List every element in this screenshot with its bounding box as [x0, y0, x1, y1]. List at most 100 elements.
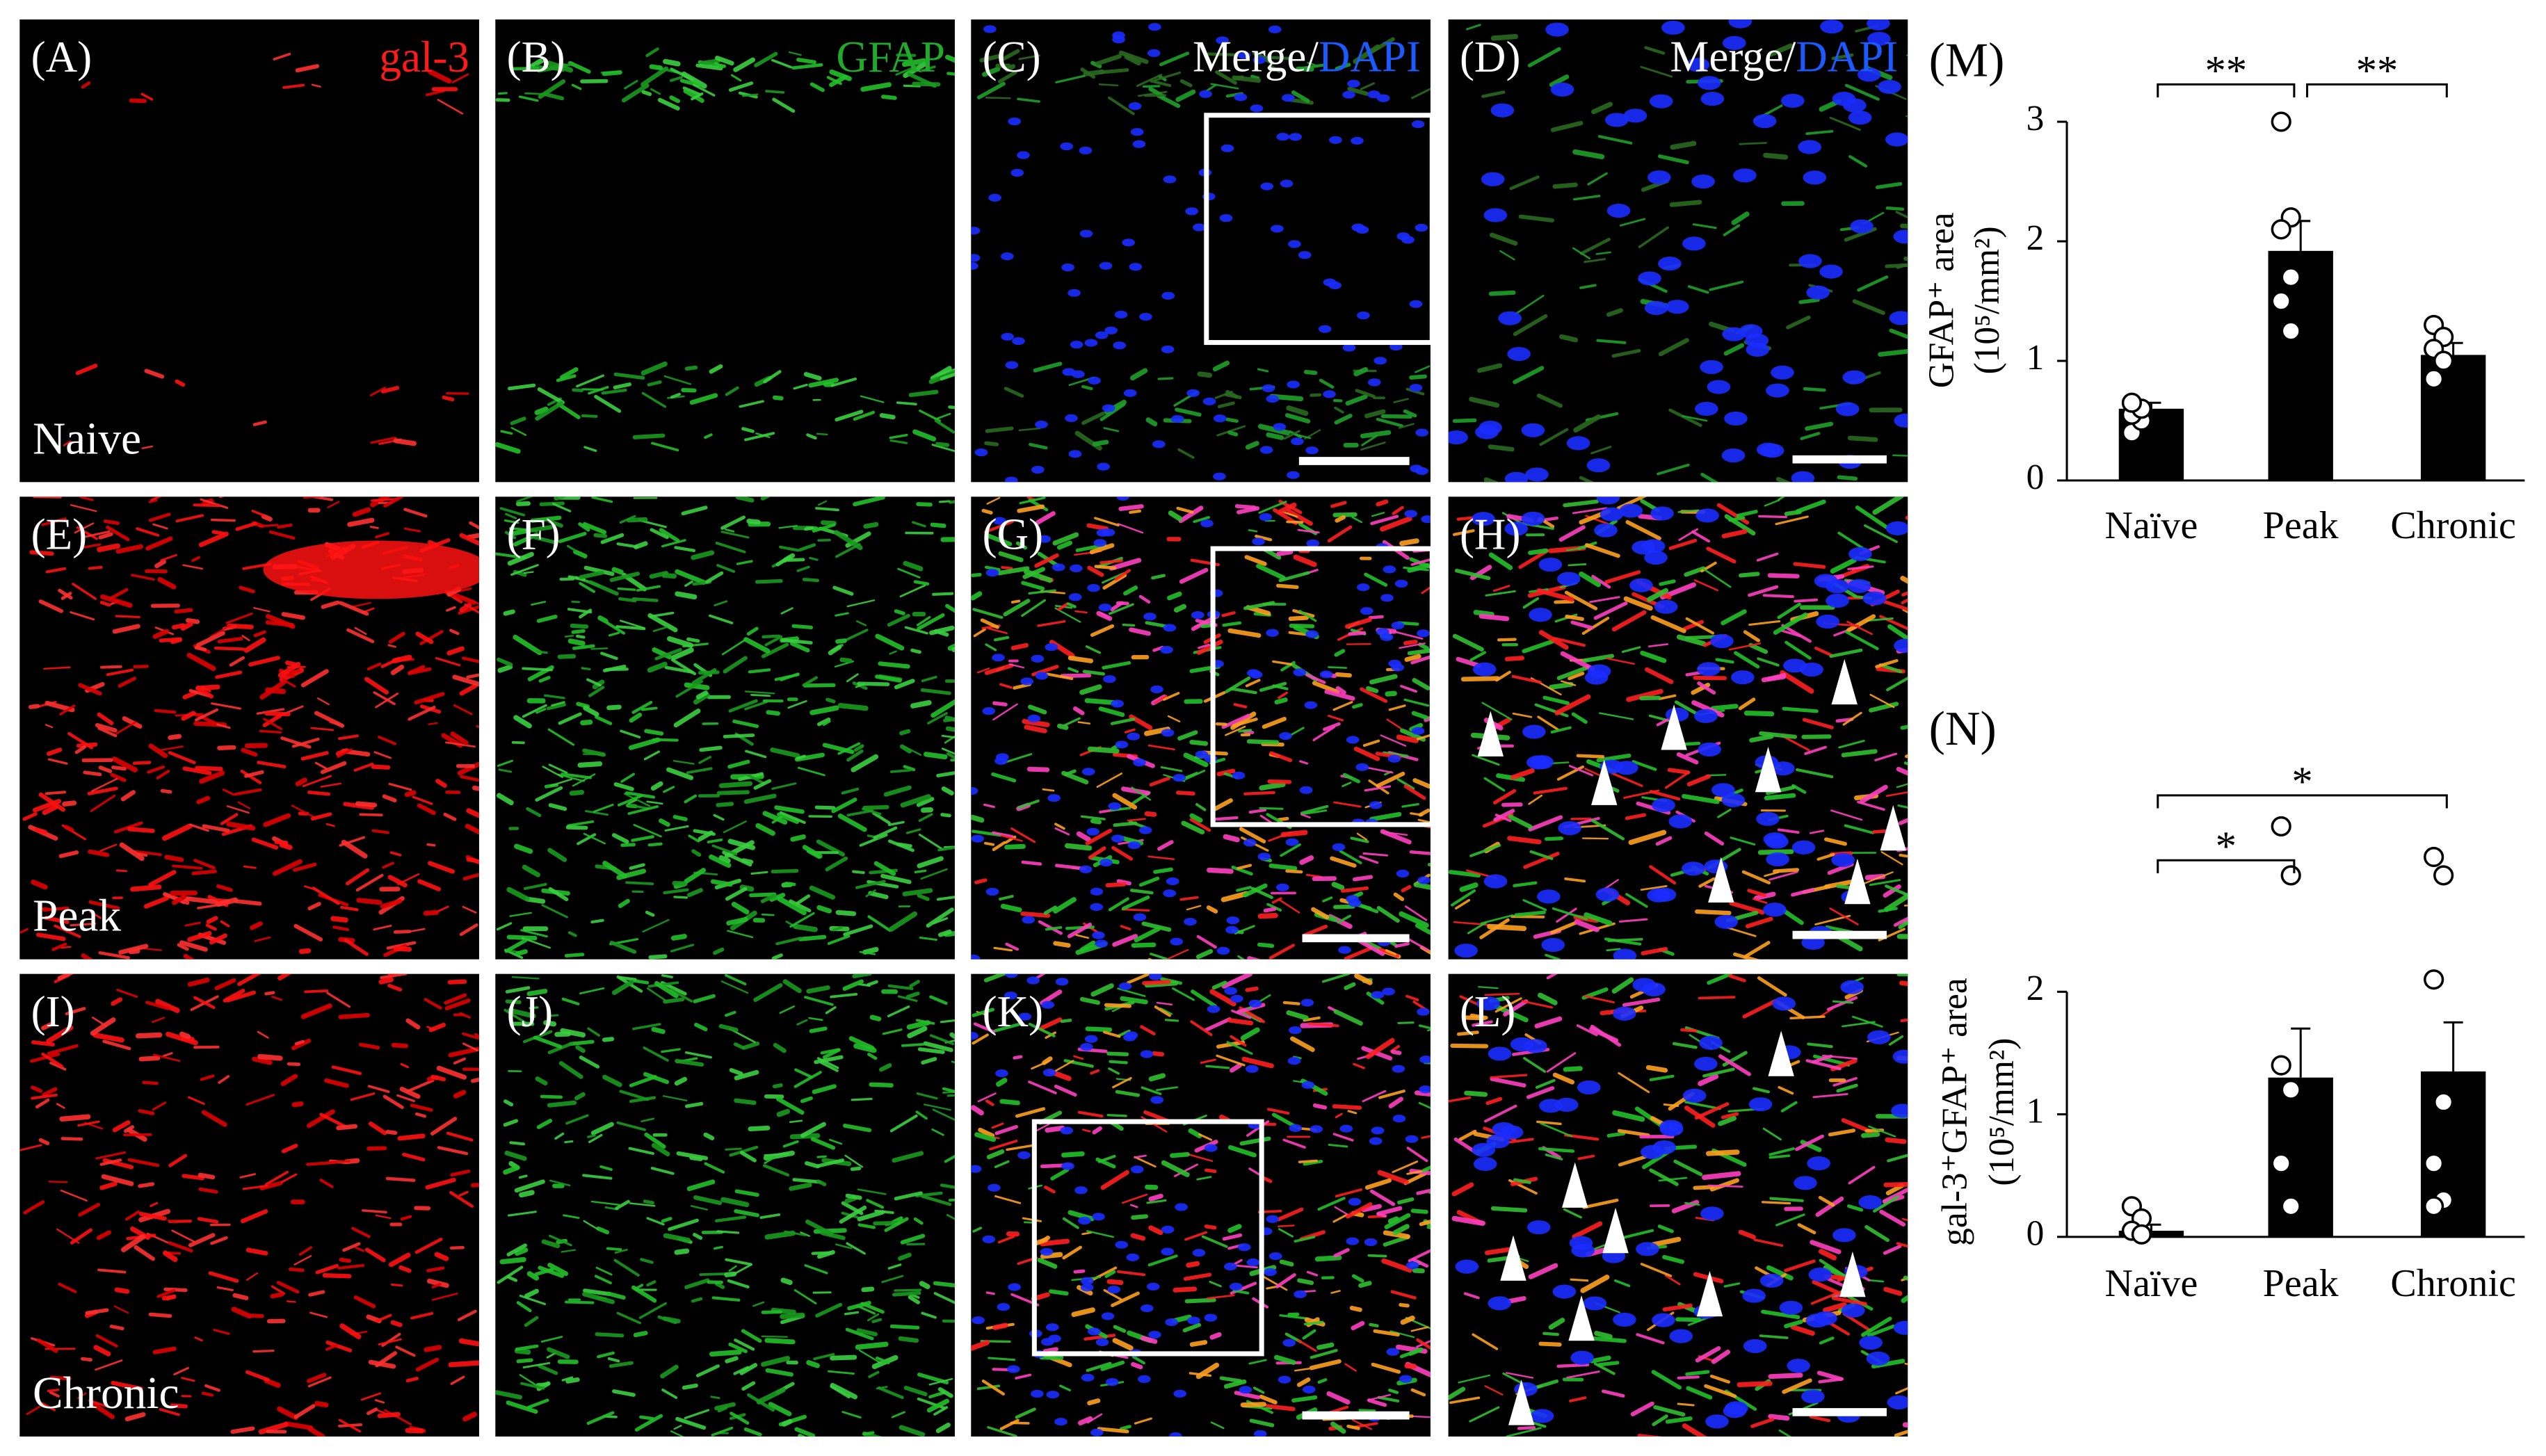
arrowhead	[1768, 1030, 1794, 1076]
fiber	[725, 386, 739, 396]
fiber	[1669, 200, 1702, 207]
fiber	[187, 978, 210, 987]
fiber	[540, 1336, 563, 1343]
fiber	[157, 576, 177, 590]
fiber	[944, 715, 955, 722]
fiber	[1054, 823, 1065, 830]
fiber	[1045, 1125, 1065, 1133]
nucleus	[1161, 1225, 1175, 1233]
fiber	[171, 1229, 195, 1243]
fiber	[944, 1154, 955, 1163]
fiber	[867, 915, 892, 932]
nucleus	[1081, 1373, 1095, 1382]
fiber	[1611, 772, 1643, 787]
arrowhead	[1755, 746, 1782, 793]
fiber	[675, 1058, 704, 1067]
nucleus	[1146, 1282, 1160, 1291]
nucleus	[1380, 594, 1394, 602]
fiber	[1358, 1281, 1372, 1288]
fiber	[159, 637, 182, 643]
fiber	[1805, 129, 1834, 136]
fiber	[500, 430, 513, 435]
fiber	[590, 647, 609, 650]
fiber	[659, 528, 680, 542]
nucleus	[1173, 1389, 1187, 1398]
nucleus	[1323, 390, 1336, 398]
fiber	[889, 768, 912, 773]
fiber	[720, 531, 750, 539]
fiber	[1412, 678, 1431, 690]
fiber	[1546, 1052, 1577, 1073]
fiber	[675, 680, 703, 698]
fiber	[536, 1119, 553, 1129]
nucleus	[1605, 113, 1629, 127]
fiber	[1484, 1104, 1517, 1123]
fiber	[917, 1047, 945, 1054]
fiber	[1286, 405, 1309, 416]
fiber	[1028, 1081, 1057, 1094]
fiber	[1222, 1233, 1243, 1241]
fiber	[113, 1305, 129, 1314]
fiber	[1117, 1029, 1131, 1037]
fiber	[1232, 718, 1258, 727]
fiber	[1869, 693, 1895, 709]
fiber	[1472, 1020, 1493, 1027]
fiber	[789, 912, 815, 928]
fiber	[144, 369, 165, 379]
fiber	[362, 1209, 387, 1214]
fiber	[1106, 1279, 1124, 1286]
fiber	[1211, 980, 1227, 990]
fiber	[148, 870, 177, 887]
fiber	[1812, 1054, 1833, 1064]
arrowhead	[1591, 759, 1618, 805]
fiber	[600, 652, 618, 661]
fiber	[253, 630, 266, 638]
fiber	[503, 1099, 514, 1107]
fiber	[1469, 1406, 1500, 1423]
fiber	[1362, 739, 1380, 747]
fiber	[1067, 922, 1093, 939]
fiber	[435, 657, 461, 667]
fiber	[1658, 1176, 1688, 1182]
fiber	[1274, 1354, 1296, 1365]
fiber	[388, 631, 405, 644]
fiber	[535, 708, 547, 714]
fiber	[1303, 1320, 1324, 1326]
fiber	[1536, 1120, 1562, 1126]
fiber	[1762, 594, 1794, 599]
fiber	[607, 1357, 620, 1363]
nucleus	[1526, 1220, 1551, 1235]
fiber	[516, 1358, 533, 1364]
y-tick-label: 1	[2027, 338, 2045, 378]
fiber	[426, 1026, 436, 1031]
fiber	[915, 1110, 928, 1120]
fiber	[384, 1409, 412, 1425]
fiber	[1297, 528, 1320, 534]
data-point	[2433, 865, 2454, 886]
fiber	[1590, 446, 1612, 455]
fiber	[1424, 715, 1431, 722]
fiber	[741, 1381, 756, 1391]
fiber	[380, 898, 403, 909]
nucleus	[1086, 827, 1099, 836]
fiber	[1275, 1273, 1296, 1288]
data-point	[2280, 321, 2301, 341]
fiber	[201, 1110, 227, 1127]
fiber	[684, 1101, 704, 1108]
fiber	[809, 705, 839, 715]
fiber	[1885, 263, 1908, 268]
fiber	[1485, 1097, 1503, 1106]
fiber	[414, 692, 445, 705]
fiber	[698, 756, 711, 764]
arrowhead	[1696, 1270, 1723, 1317]
fiber	[533, 535, 556, 544]
nucleus	[1072, 370, 1085, 378]
fiber	[1756, 552, 1779, 562]
fiber	[257, 1053, 283, 1061]
fiber	[595, 1266, 613, 1276]
fiber	[1033, 362, 1063, 373]
fiber	[1710, 704, 1739, 711]
fiber	[1150, 953, 1170, 960]
fiber	[633, 979, 650, 985]
fiber	[1146, 1199, 1167, 1204]
